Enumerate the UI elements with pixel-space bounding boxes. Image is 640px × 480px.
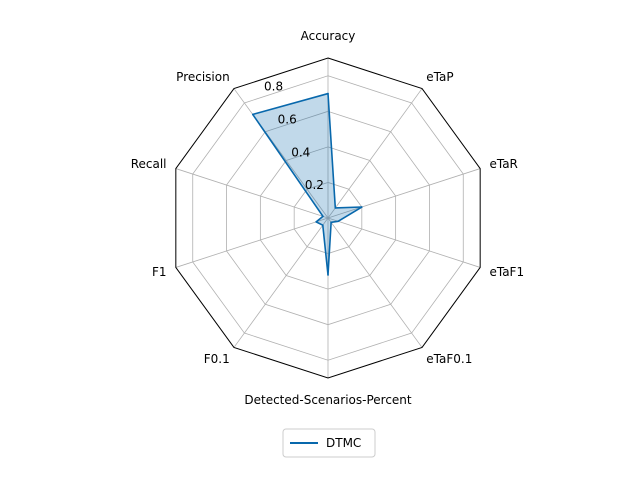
radial-tick-label-0: 0.2 — [305, 178, 324, 192]
axis-label-2: eTaR — [489, 157, 517, 171]
series-0-point-3 — [337, 220, 339, 223]
grid-spoke-1 — [327, 88, 423, 219]
outer-frame — [175, 57, 481, 379]
axis-label-7: F1 — [152, 265, 167, 279]
grid-spoke-2 — [327, 168, 481, 219]
axis-label-8: Recall — [131, 157, 167, 171]
grid-spoke-7 — [175, 217, 329, 268]
axis-label-9: Precision — [176, 70, 230, 84]
axis-label-4: eTaF0.1 — [426, 352, 472, 366]
axis-label-3: eTaF1 — [489, 265, 524, 279]
series-0-point-7 — [315, 221, 317, 223]
legend-label: DTMC — [326, 436, 361, 450]
series-0-point-0 — [327, 92, 329, 95]
axis-label-0: Accuracy — [301, 29, 356, 43]
series-0-point-1 — [334, 207, 337, 209]
grid-spoke-3 — [327, 217, 481, 268]
grid-spoke-9 — [233, 88, 329, 219]
series-layer — [251, 92, 363, 276]
grid-spoke-6 — [233, 217, 329, 348]
grid-spoke-8 — [175, 168, 329, 219]
grid-spoke-4 — [327, 217, 423, 348]
series-0-point-2 — [361, 206, 363, 208]
radial-ticks: 0.2 0.4 0.6 0.8 — [264, 80, 324, 193]
axis-labels: Accuracy eTaP eTaR eTaF1 eTaF0.1 Detected-Sce… — [131, 29, 524, 407]
legend: DTMC — [282, 428, 376, 458]
radial-tick-label-1: 0.4 — [291, 145, 310, 159]
series-0-point-6 — [321, 224, 324, 226]
radial-tick-label-2: 0.6 — [278, 112, 297, 126]
series-0-point-5 — [327, 274, 329, 276]
outer-frame-polygon — [175, 57, 481, 379]
grid-layer — [175, 58, 481, 378]
axis-label-5: Detected-Scenarios-Percent — [244, 393, 412, 407]
series-0-point-8 — [322, 215, 324, 218]
series-0-point-4 — [330, 221, 332, 224]
axis-label-6: F0.1 — [204, 352, 230, 366]
axis-label-1: eTaP — [426, 70, 453, 84]
series-0-point-9 — [251, 113, 254, 116]
radial-tick-label-3: 0.8 — [264, 80, 283, 94]
legend-frame — [282, 428, 376, 458]
